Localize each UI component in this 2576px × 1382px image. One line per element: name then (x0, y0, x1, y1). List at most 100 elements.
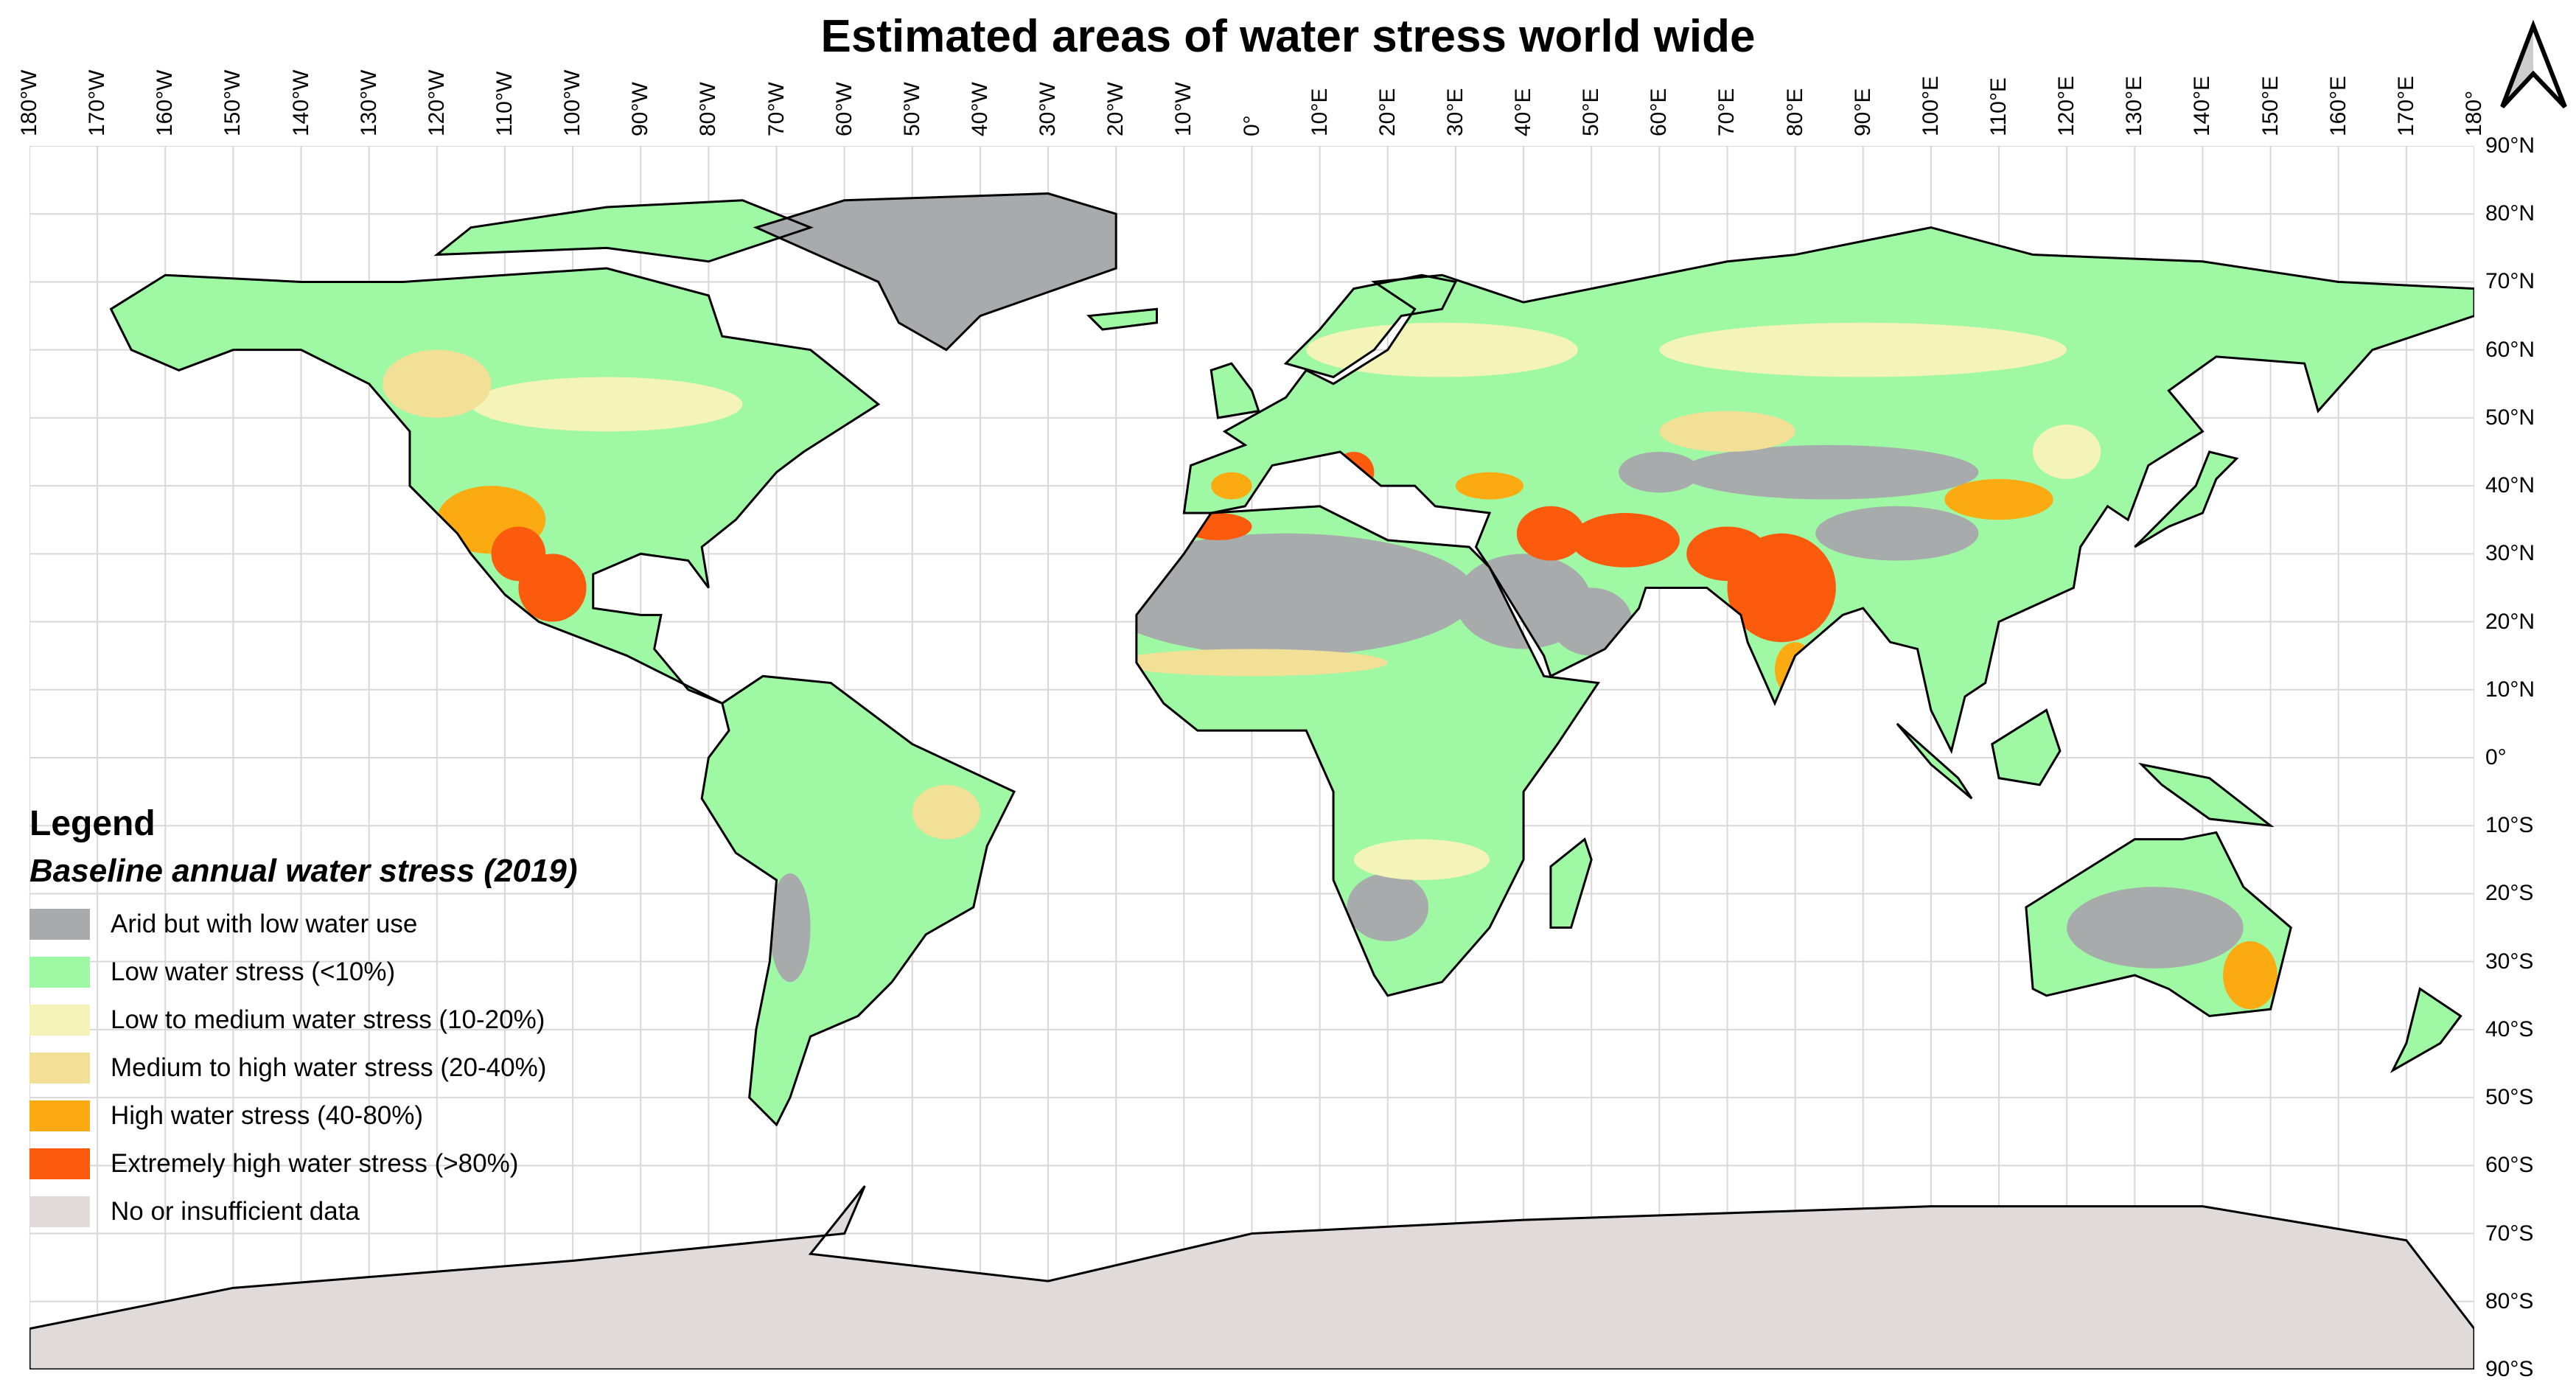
stress-region (1550, 587, 1633, 656)
coastline-borneo (1992, 710, 2060, 784)
coastlines (29, 194, 2474, 1369)
legend-swatch (29, 1100, 90, 1131)
longitude-label: 110°E (1986, 77, 2011, 136)
longitude-label: 90°E (1850, 88, 1875, 136)
longitude-label: 120°W (424, 69, 449, 136)
stress-region (1659, 411, 1795, 452)
longitude-label: 40°W (967, 82, 992, 136)
map-title: Estimated areas of water stress world wi… (820, 11, 1756, 62)
coastline-madagascar (1551, 840, 1591, 928)
legend-item: Low to medium water stress (10-20%) (29, 996, 577, 1044)
stress-region (769, 873, 811, 983)
legend-item: No or insufficient data (29, 1187, 577, 1235)
longitude-label: 10°E (1307, 88, 1332, 136)
land-japan (2135, 452, 2237, 548)
stress-region (1455, 472, 1524, 500)
coastline-iceland (1089, 309, 1156, 329)
legend-label: No or insufficient data (111, 1196, 360, 1226)
longitude-label: 100°W (560, 69, 585, 136)
coastline-antarctica (29, 1186, 2474, 1369)
longitude-label: 170°E (2393, 75, 2418, 136)
coastline-north-america (111, 268, 879, 703)
coastline-greenland (756, 194, 1116, 350)
longitude-label: 140°E (2190, 75, 2215, 136)
stress-region (1815, 506, 1979, 561)
stress-region (2067, 887, 2244, 969)
longitude-label: 50°E (1579, 88, 1604, 136)
stress-region (2223, 941, 2277, 1010)
land-antarctica (29, 1186, 2474, 1369)
stress-region (1516, 506, 1585, 561)
longitude-label: 160°E (2325, 75, 2350, 136)
longitude-label: 40°E (1511, 88, 1536, 136)
latitude-label: 40°S (2485, 1016, 2534, 1041)
coastline-scandinavia (1286, 275, 1456, 377)
stress-region (1095, 533, 1476, 656)
latitude-label: 20°N (2485, 609, 2535, 634)
latitude-label: 90°S (2485, 1357, 2534, 1381)
land-greenland (755, 193, 1117, 350)
latitude-label: 30°N (2485, 541, 2535, 566)
longitude-label: 30°W (1036, 82, 1061, 136)
longitude-label: 90°W (628, 82, 653, 136)
stress-region (912, 784, 980, 840)
land-uk (1211, 363, 1259, 418)
latitude-label: 50°N (2485, 405, 2535, 430)
land-south-america (702, 676, 1015, 1125)
legend-swatch (29, 1004, 90, 1036)
longitude-label: 70°E (1714, 88, 1739, 136)
legend-label: Medium to high water stress (20-40%) (111, 1053, 547, 1082)
latitude-label: 0° (2485, 745, 2507, 769)
latitude-label: 60°N (2485, 337, 2535, 362)
stress-region (383, 349, 492, 418)
stress-region (1347, 873, 1429, 941)
latitude-label: 90°N (2485, 133, 2535, 158)
land-sumatra (1896, 723, 1972, 799)
coastline-australia (2026, 832, 2291, 1016)
coastline-canadian-islands (437, 200, 811, 262)
longitude-label: 120°E (2054, 75, 2079, 136)
stress-region (491, 526, 546, 582)
stress-region (1306, 322, 1578, 377)
longitude-label: 60°W (831, 82, 856, 136)
stress-region (1353, 839, 1490, 880)
longitude-label: 130°W (356, 69, 381, 136)
land-madagascar (1550, 839, 1592, 928)
legend-subtitle: Baseline annual water stress (2019) (29, 853, 578, 889)
longitude-label: 140°W (288, 69, 313, 136)
stress-region (1116, 649, 1388, 677)
land-new-guinea (2141, 764, 2271, 826)
coastline-south-america (702, 676, 1014, 1125)
stress-region (1944, 478, 2053, 520)
longitude-label: 20°E (1375, 88, 1400, 136)
longitude-label: 180° (2462, 90, 2486, 136)
latitude-label: 70°N (2485, 269, 2535, 294)
longitude-label: 150°W (220, 69, 245, 136)
coastline-africa (1137, 506, 1599, 996)
longitude-label: 130°E (2122, 75, 2147, 136)
land-north-america (111, 268, 879, 704)
longitude-label: 60°E (1647, 88, 1672, 136)
stress-region (1619, 452, 1700, 493)
latitude-label: 50°S (2485, 1085, 2534, 1110)
longitude-label: 150°E (2258, 75, 2283, 136)
longitude-label: 170°W (85, 69, 110, 136)
latitude-label: 10°N (2485, 677, 2535, 702)
stress-region (1211, 472, 1252, 500)
latitude-label: 80°S (2485, 1288, 2534, 1313)
latitude-label: 60°S (2485, 1153, 2534, 1178)
longitude-label: 50°W (899, 82, 924, 136)
stress-region (1659, 322, 2067, 377)
latitude-label: 40°N (2485, 473, 2535, 498)
legend-label: Arid but with low water use (111, 909, 418, 938)
stress-region (1571, 513, 1680, 568)
legend-label: Low to medium water stress (10-20%) (111, 1005, 545, 1034)
stress-region (470, 377, 743, 432)
legend-item: High water stress (40-80%) (29, 1092, 577, 1140)
longitude-label: 110°W (492, 71, 517, 136)
latitude-label: 10°S (2485, 813, 2534, 838)
coastline-uk (1211, 363, 1258, 418)
north-arrow-icon (2500, 19, 2567, 109)
legend-label: Extremely high water stress (>80%) (111, 1148, 519, 1178)
longitude-label: 10°W (1171, 82, 1196, 136)
